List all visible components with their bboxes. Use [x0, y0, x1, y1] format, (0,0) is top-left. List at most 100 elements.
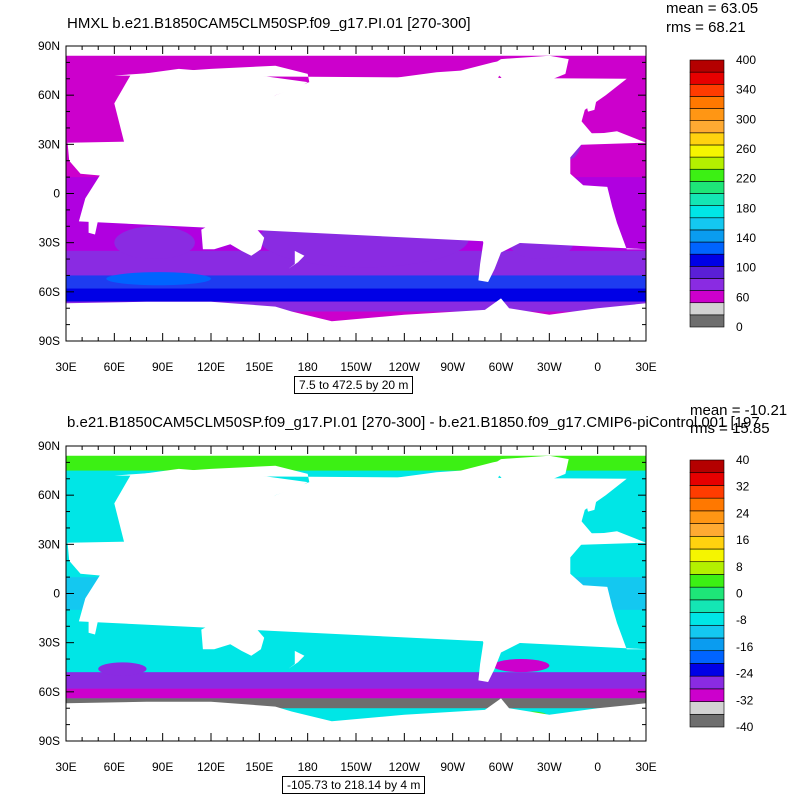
land-southasia	[114, 468, 308, 591]
map-panel-difference: 90N 60N 30N 0 30S 60S 90S 30E 60E 90E 120E 150E 180 1…	[0, 400, 800, 800]
ocean-field-patch	[492, 659, 550, 673]
lat-tick-label: 90S	[39, 334, 60, 348]
lon-tick-label: 120E	[197, 760, 225, 774]
lon-tick-label: 60W	[489, 360, 514, 374]
land-iceland	[560, 85, 576, 89]
rms-stat: rms = 15.85	[690, 420, 770, 437]
colorbar-swatch	[689, 624, 725, 639]
colorbar-label: -16	[736, 640, 754, 654]
lon-tick-label: 30E	[55, 360, 76, 374]
ocean-band	[66, 288, 646, 302]
land-nzl	[288, 250, 305, 269]
colorbar-label: 16	[736, 533, 750, 547]
contour-info-box: -105.73 to 218.14 by 4 m	[282, 776, 426, 794]
colorbar-swatch	[689, 132, 725, 146]
colorbar-swatch	[689, 290, 725, 304]
colorbar-label: 340	[736, 83, 756, 97]
colorbar-label: 40	[736, 453, 750, 467]
lon-tick-label: 30E	[635, 360, 656, 374]
mean-stat: mean = -10.21	[690, 402, 788, 419]
ocean-band	[66, 698, 646, 709]
lon-tick-label: 30E	[55, 760, 76, 774]
colorbar-swatch	[689, 302, 725, 316]
colorbar-label: 180	[736, 201, 756, 215]
lat-tick-label: 60N	[38, 488, 60, 502]
land-nzl	[288, 650, 305, 669]
colorbar-swatch	[689, 459, 725, 474]
colorbar-label: -8	[736, 613, 747, 627]
colorbar-swatch	[689, 713, 725, 728]
map-title: b.e21.B1850CAM5CLM50SP.f09_g17.PI.01 [27…	[67, 414, 760, 431]
colorbar-label: 60	[736, 290, 750, 304]
colorbar-swatch	[689, 688, 725, 702]
lat-tick-label: 0	[53, 187, 60, 201]
land-japan	[227, 523, 247, 542]
colorbar-swatch	[689, 193, 725, 206]
land-eurasia	[85, 465, 647, 578]
colorbar-swatch	[689, 144, 725, 158]
ocean-field-patch	[114, 226, 195, 260]
colorbar-swatch	[689, 253, 725, 267]
colorbar-swatch	[689, 205, 725, 219]
colorbar-label: 32	[736, 480, 750, 494]
land-greenland	[488, 55, 569, 96]
colorbar-swatch	[689, 241, 725, 255]
lon-tick-label: 150E	[245, 360, 273, 374]
colorbar: 0 60 100 140 180 220 260 300 340 400	[689, 53, 756, 334]
lat-tick-label: 90N	[38, 39, 60, 53]
colorbar-label: 300	[736, 112, 756, 126]
lat-tick-label: 90N	[38, 439, 60, 453]
map-panel-hmxl: 90N 60N 30N 0 30S 60S 90S 30E 60E 90E 120E 150E 180 1…	[38, 0, 758, 394]
land-japan	[227, 123, 247, 142]
land-uk	[586, 98, 597, 112]
lon-tick-label: 120W	[389, 760, 421, 774]
land-indon	[170, 185, 260, 209]
map-axes: 90N 60N 30N 0 30S 60S 90S 30E 60E 90E 120E 150E 180 1…	[38, 439, 657, 774]
colorbar-swatch	[689, 561, 725, 575]
land-australia	[201, 211, 265, 256]
colorbar-label: -32	[736, 693, 754, 707]
lon-tick-label: 60W	[489, 760, 514, 774]
ocean-band	[66, 688, 646, 699]
colorbar-swatch	[689, 548, 725, 563]
lon-tick-label: 150E	[245, 760, 273, 774]
colorbar-swatch	[689, 612, 725, 626]
map-field	[66, 46, 647, 341]
lon-tick-label: 90E	[152, 360, 173, 374]
lon-tick-label: 120E	[197, 360, 225, 374]
land-antarctica	[66, 298, 646, 341]
colorbar-swatch	[689, 96, 725, 109]
colorbar-swatch	[689, 108, 725, 121]
colorbar-swatch	[689, 701, 725, 715]
lat-tick-label: 30S	[39, 236, 60, 250]
colorbar-label: 0	[736, 320, 743, 334]
colorbar-swatch	[689, 83, 725, 97]
lon-tick-label: 150W	[340, 760, 372, 774]
land-southasia	[114, 68, 308, 191]
ocean-field-patch	[98, 662, 147, 676]
lat-tick-label: 30N	[38, 537, 60, 551]
lon-tick-label: 180	[298, 760, 318, 774]
land-namerica	[327, 459, 510, 581]
ocean-field-patch	[106, 272, 211, 286]
colorbar-swatch	[689, 120, 725, 134]
lat-tick-label: 60N	[38, 88, 60, 102]
colorbar-swatch	[689, 181, 725, 194]
land-samerica	[465, 175, 542, 282]
map-canvas: 90N 60N 30N 0 30S 60S 90S 30E 60E 90E 120E 150E 180 1…	[38, 39, 756, 374]
lat-tick-label: 60S	[39, 685, 60, 699]
colorbar-label: 140	[736, 231, 756, 245]
lat-tick-label: 90S	[39, 734, 60, 748]
land-namerica	[327, 59, 510, 181]
map-axes: 90N 60N 30N 0 30S 60S 90S 30E 60E 90E 120E 150E 180 1…	[38, 39, 657, 374]
colorbar-label: 8	[736, 560, 743, 574]
lon-tick-label: 180	[298, 360, 318, 374]
colorbar-swatch	[689, 586, 725, 601]
map-field	[66, 446, 647, 741]
land-indon	[170, 585, 260, 609]
colorbar-swatch	[689, 574, 725, 588]
colorbar-label: 100	[736, 261, 756, 275]
land-greenland	[488, 455, 569, 496]
lon-tick-label: 0	[594, 760, 601, 774]
colorbar-swatch	[689, 229, 725, 243]
